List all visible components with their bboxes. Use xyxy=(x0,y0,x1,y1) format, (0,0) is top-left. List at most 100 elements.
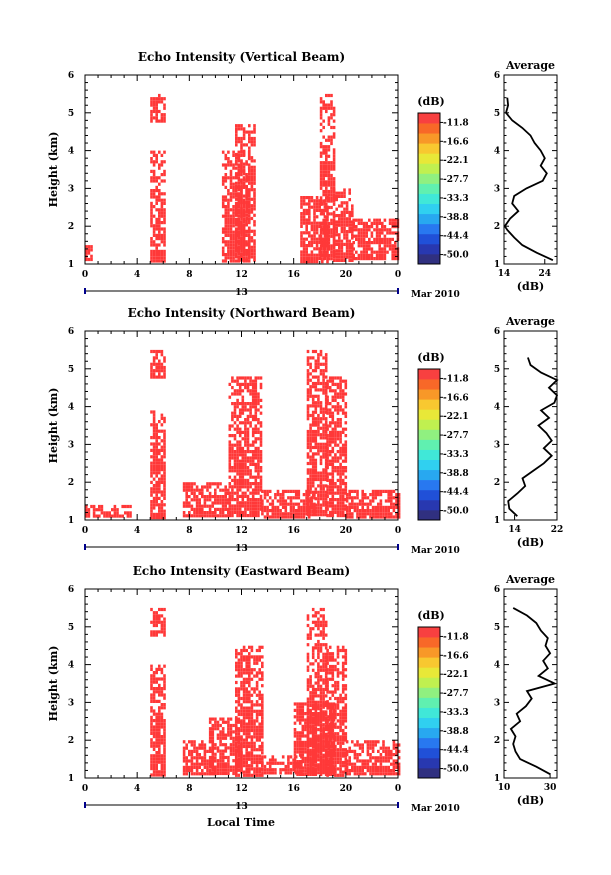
echo-cell xyxy=(245,655,248,659)
echo-cell xyxy=(306,503,310,507)
echo-cell xyxy=(334,690,337,694)
echo-cell xyxy=(206,488,209,492)
echo-cell xyxy=(309,697,312,701)
echo-cell xyxy=(338,236,341,240)
echo-cell xyxy=(343,207,346,211)
echo-cell xyxy=(163,484,166,488)
echo-cell xyxy=(344,658,348,662)
echo-cell xyxy=(92,511,96,515)
echo-cell xyxy=(313,215,316,219)
echo-cell xyxy=(231,494,234,498)
echo-cell xyxy=(351,210,354,214)
echo-cell xyxy=(251,504,255,508)
echo-cell xyxy=(185,759,188,763)
echo-cell xyxy=(300,231,303,235)
echo-cell xyxy=(332,239,336,243)
echo-cell xyxy=(322,413,325,418)
echo-cell xyxy=(242,741,246,745)
echo-cell xyxy=(259,488,263,492)
echo-cell xyxy=(334,491,337,495)
echo-cell xyxy=(85,508,88,512)
echo-cell xyxy=(248,725,251,729)
echo-cell xyxy=(163,160,166,164)
echo-cell xyxy=(310,221,314,225)
echo-cell xyxy=(237,184,241,189)
echo-cell xyxy=(309,729,312,733)
echo-cell xyxy=(193,507,196,511)
echo-cell xyxy=(383,218,387,222)
echo-cell xyxy=(232,163,235,167)
echo-cell xyxy=(158,109,161,114)
echo-cell xyxy=(340,249,344,253)
echo-cell xyxy=(276,499,280,503)
echo-cell xyxy=(314,420,318,424)
echo-cell xyxy=(306,513,310,517)
echo-cell xyxy=(150,169,153,173)
echo-cell xyxy=(248,744,251,749)
echo-cell xyxy=(261,771,264,775)
echo-cell xyxy=(309,506,312,510)
echo-cell xyxy=(338,258,341,262)
echo-cell xyxy=(314,703,318,708)
echo-cell xyxy=(317,639,320,644)
echo-cell xyxy=(339,462,342,466)
echo-cell xyxy=(242,232,246,237)
echo-cell xyxy=(344,421,348,425)
echo-cell xyxy=(304,724,307,728)
echo-cell xyxy=(324,761,328,765)
echo-cell xyxy=(245,188,248,192)
echo-cell xyxy=(344,450,348,454)
echo-cell xyxy=(381,237,384,241)
echo-cell xyxy=(259,386,263,390)
echo-cell xyxy=(211,771,215,776)
echo-cell xyxy=(182,485,186,489)
echo-cell xyxy=(231,392,234,396)
echo-cell xyxy=(237,717,241,721)
echo-cell xyxy=(373,221,376,225)
echo-cell xyxy=(158,496,161,500)
echo-cell xyxy=(345,217,349,221)
echo-cell xyxy=(322,487,325,491)
echo-cell xyxy=(253,255,256,259)
echo-cell xyxy=(317,513,320,517)
echo-cell xyxy=(319,461,323,466)
echo-cell xyxy=(240,178,243,182)
echo-cell xyxy=(244,469,247,473)
echo-cell xyxy=(158,480,161,484)
echo-cell xyxy=(304,747,307,751)
echo-cell xyxy=(332,119,336,123)
echo-cell xyxy=(322,375,325,379)
echo-cell xyxy=(224,214,228,218)
echo-cell xyxy=(339,446,342,450)
echo-cell xyxy=(319,729,323,733)
echo-cell xyxy=(391,250,394,254)
echo-cell xyxy=(332,249,336,253)
echo-cell xyxy=(263,509,267,513)
echo-cell xyxy=(231,453,234,457)
echo-cell xyxy=(314,487,318,491)
echo-cell xyxy=(163,214,166,218)
echo-cell xyxy=(289,505,293,509)
echo-cell xyxy=(163,677,166,681)
echo-cell xyxy=(261,671,264,675)
echo-cell xyxy=(266,489,269,493)
echo-cell xyxy=(309,439,312,443)
echo-cell xyxy=(227,198,230,202)
echo-cell xyxy=(160,493,164,497)
echo-cell xyxy=(238,421,242,425)
echo-cell xyxy=(160,667,164,671)
echo-cell xyxy=(155,432,158,436)
echo-cell xyxy=(314,731,318,735)
echo-cell xyxy=(228,453,232,457)
echo-cell xyxy=(324,668,328,672)
echo-cell xyxy=(240,751,243,755)
echo-cell xyxy=(195,772,199,776)
echo-cell xyxy=(319,745,323,749)
echo-cell xyxy=(158,93,161,98)
echo-cell xyxy=(311,607,315,612)
echo-cell xyxy=(340,214,344,218)
colorbar-segment xyxy=(418,429,440,440)
echo-cell xyxy=(152,109,156,114)
echo-cell xyxy=(242,252,246,256)
echo-cell xyxy=(309,461,312,466)
